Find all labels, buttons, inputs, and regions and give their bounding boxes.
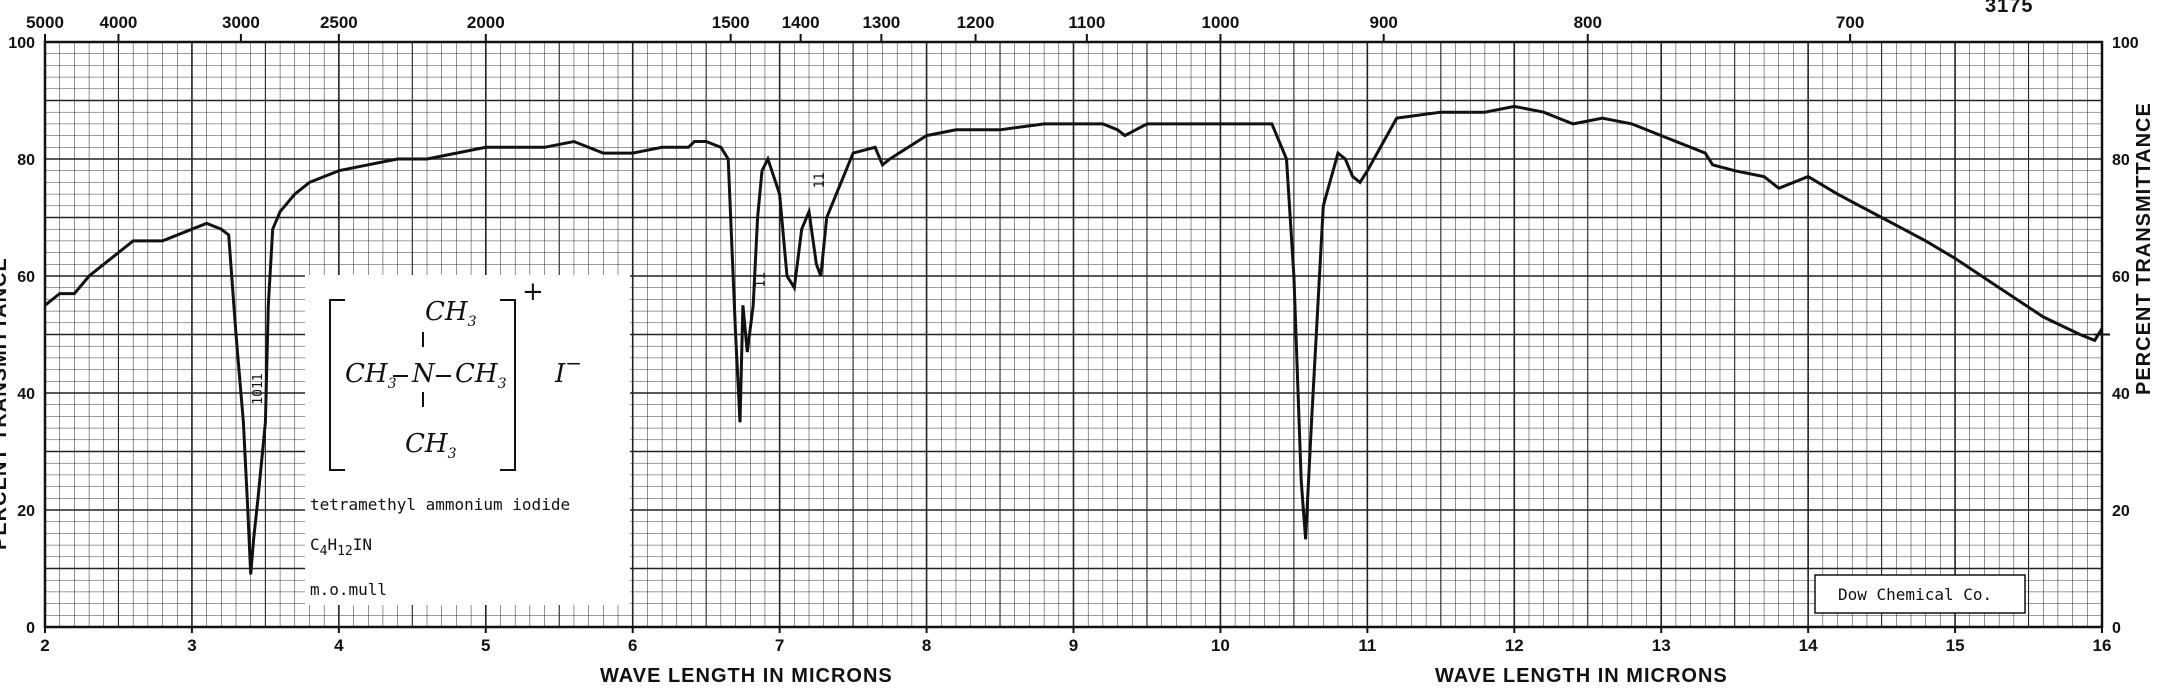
structure-diagram: CH3 CH3 N CH3 CH3 + I− [329,277,582,471]
right-bracket [500,299,516,471]
band-annotation: 1011 [251,373,266,404]
y-tick-label-left: 80 [17,152,35,169]
x-tick-label: 12 [1505,636,1524,655]
top-tick-label: 1000 [1202,13,1240,32]
top-tick-label: 5000 [26,13,64,32]
top-tick-label: 1100 [1068,13,1105,32]
x-tick-label: 3 [187,636,196,655]
catalog-number: 3175 [1985,0,2034,17]
compound-formula: C4H12IN [310,535,372,559]
top-tick-label: 2000 [467,13,505,32]
x-tick-label: 13 [1652,636,1671,655]
top-tick-label: 1500 [712,13,750,32]
y-tick-label-left: 20 [17,503,35,520]
top-tick-label: 4000 [100,13,138,32]
band-annotation: 11 [812,173,827,189]
y-tick-label-right: 60 [2112,269,2130,286]
x-tick-label: 9 [1069,636,1078,655]
top-tick-label: 700 [1836,13,1864,32]
struct-bottom-ch: CH3 [405,429,457,462]
y-tick-label-right: 100 [2112,35,2139,52]
x-tick-label: 14 [1799,636,1818,655]
anion-iodide: I− [554,351,582,389]
left-bracket [329,299,345,471]
compound-name: tetramethyl ammonium iodide [310,495,570,514]
y-tick-label-left: 40 [17,386,35,403]
top-tick-label: 1400 [782,13,820,32]
panel-background [305,275,630,605]
x-tick-label: 2 [40,636,49,655]
x-tick-label: 10 [1211,636,1230,655]
x-tick-label: 8 [922,636,931,655]
x-axis-label: WAVE LENGTH IN MICRONS [600,665,893,687]
y-tick-label-left: 0 [26,620,35,637]
x-tick-label: 7 [775,636,784,655]
x-axis-label-right: WAVE LENGTH IN MICRONS [1435,665,1728,687]
top-tick-label: 800 [1574,13,1602,32]
top-tick-label: 900 [1369,13,1397,32]
struct-n: N [411,359,436,389]
credit-text: Dow Chemical Co. [1838,585,1992,604]
struct-right-ch: CH3 [455,359,507,392]
compound-panel: CH3 CH3 N CH3 CH3 + I− tetramethyl ammon… [305,275,630,605]
top-tick-label: 2500 [320,13,358,32]
y-tick-label-right: 80 [2112,152,2130,169]
x-tick-label: 15 [1946,636,1965,655]
y-tick-label-right: 20 [2112,503,2130,520]
x-tick-label: 6 [628,636,637,655]
y-tick-label-right: 0 [2112,620,2121,637]
charge-plus: + [522,277,544,307]
x-tick-label: 4 [334,636,344,655]
y-tick-label-right: 40 [2112,386,2130,403]
y-tick-label-left: 60 [17,269,35,286]
top-tick-label: 1200 [957,13,995,32]
x-tick-label: 5 [481,636,490,655]
y-axis-label-left: PERCENT TRANSMITTANCE [0,257,11,550]
band-annotations: 1011 11 11 [251,173,827,405]
top-tick-label: 3000 [222,13,260,32]
sample-prep: m.o.mull [310,580,387,599]
top-tick-label: 1300 [862,13,900,32]
y-axis-label-right: PERCENT TRANSMITTANCE [2133,102,2155,395]
struct-top-ch: CH3 [425,297,477,330]
credit-box: Dow Chemical Co. [1814,574,2026,614]
struct-left-ch: CH3 [345,359,397,392]
band-annotation: 11 [754,272,769,288]
y-tick-label-left: 100 [8,35,35,52]
x-tick-label: 11 [1358,636,1376,655]
spectrum-line [44,104,2104,575]
x-tick-label: 16 [2093,636,2112,655]
